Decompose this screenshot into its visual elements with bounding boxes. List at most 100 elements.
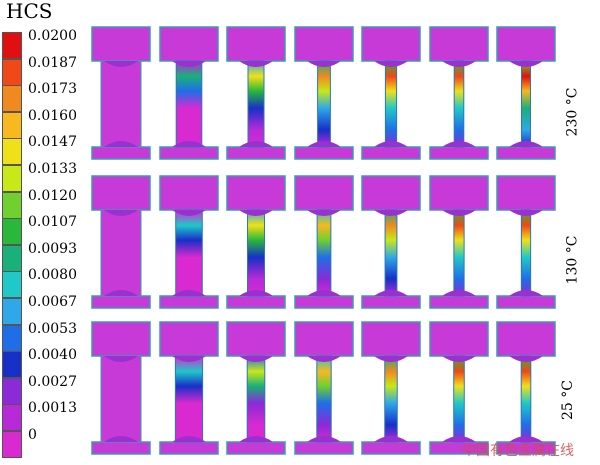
specimen-fillet <box>442 210 476 216</box>
specimen-gauge <box>100 355 142 443</box>
specimen-foot <box>361 295 421 309</box>
legend-tick-label: 0.0133 <box>28 161 77 177</box>
legend-tick-label: 0 <box>28 427 37 443</box>
legend-title: HCS <box>6 0 53 23</box>
specimen <box>294 175 354 309</box>
specimen-fillet <box>104 356 138 362</box>
specimen-fillet <box>374 290 408 296</box>
specimen-foot <box>159 146 219 160</box>
specimen-fillet <box>509 356 543 362</box>
specimen-head <box>496 321 556 357</box>
legend-tick-label: 0.0173 <box>28 81 77 98</box>
specimen-foot <box>429 146 489 160</box>
legend-swatch <box>2 324 22 352</box>
specimen-fillet <box>442 356 476 362</box>
specimen-fillet <box>172 290 206 296</box>
legend-tick-label: 0.0080 <box>28 267 77 284</box>
specimen-gauge <box>453 209 465 297</box>
specimen <box>226 321 286 455</box>
specimen-fillet <box>172 141 206 147</box>
legend-tick-label: 0.0120 <box>28 187 77 204</box>
specimen <box>361 175 421 309</box>
specimen-fillet <box>374 61 408 67</box>
legend-swatch <box>2 58 22 86</box>
legend-swatch <box>2 271 22 299</box>
specimen <box>429 26 489 160</box>
specimen-gauge <box>453 60 465 148</box>
specimen-head <box>496 26 556 62</box>
specimen-fillet <box>442 290 476 296</box>
specimen <box>429 321 489 455</box>
legend-swatch <box>2 85 22 113</box>
legend-tick-label: 0.0013 <box>28 400 77 417</box>
specimen-fillet <box>509 210 543 216</box>
specimen-foot <box>294 146 354 160</box>
specimen-gauge <box>246 355 266 443</box>
specimen-fillet <box>239 61 273 67</box>
specimen <box>226 175 286 309</box>
specimen-fillet <box>374 436 408 442</box>
legend-swatch <box>2 404 22 432</box>
specimen-fillet <box>104 290 138 296</box>
legend-swatch <box>2 218 22 246</box>
specimen-fillet <box>307 436 341 442</box>
specimen-head <box>361 26 421 62</box>
specimen-foot <box>91 441 151 455</box>
specimen-fillet <box>374 141 408 147</box>
specimen-foot <box>226 295 286 309</box>
legend-tick-label: 0.0053 <box>28 320 77 337</box>
specimen-foot <box>226 146 286 160</box>
watermark-text: 中国有色金属在线 <box>462 443 574 459</box>
specimen-gauge <box>316 209 332 297</box>
specimen <box>159 175 219 309</box>
specimen <box>159 26 219 160</box>
specimen-foot <box>429 295 489 309</box>
specimen-fillet <box>509 436 543 442</box>
specimen-fillet <box>172 356 206 362</box>
specimen-foot <box>361 146 421 160</box>
specimen-head <box>294 26 354 62</box>
specimen-gauge <box>175 60 203 148</box>
specimen-foot <box>496 146 556 160</box>
specimen-fillet <box>307 61 341 67</box>
specimen-fillet <box>172 436 206 442</box>
legend-tick-label: 0.0107 <box>28 214 77 231</box>
specimen-fillet <box>239 290 273 296</box>
specimen-head <box>496 175 556 211</box>
specimen-foot <box>159 441 219 455</box>
specimen-foot <box>91 146 151 160</box>
specimen-fillet <box>239 210 273 216</box>
specimen-fillet <box>442 436 476 442</box>
specimen-head <box>159 26 219 62</box>
legend-tick-label: 0.0093 <box>28 240 77 257</box>
specimen <box>496 321 556 455</box>
specimen-fillet <box>509 141 543 147</box>
specimen-foot <box>294 441 354 455</box>
specimen-fillet <box>307 290 341 296</box>
specimen-gauge <box>453 355 465 443</box>
specimen <box>294 26 354 160</box>
specimen-gauge <box>247 60 265 148</box>
specimen-fillet <box>442 61 476 67</box>
specimen-foot <box>496 295 556 309</box>
specimen-head <box>226 321 286 357</box>
specimen-gauge <box>520 355 532 443</box>
specimen-fillet <box>307 141 341 147</box>
legend-tick-label: 0.0027 <box>28 373 77 390</box>
legend-swatch <box>2 351 22 379</box>
specimen-head <box>294 175 354 211</box>
specimen-fillet <box>374 210 408 216</box>
specimen-head <box>226 175 286 211</box>
legend-swatch <box>2 244 22 272</box>
specimen-fillet <box>374 356 408 362</box>
specimen-head <box>159 321 219 357</box>
specimen-fillet <box>239 356 273 362</box>
specimen <box>91 175 151 309</box>
legend-tick-label: 0.0160 <box>28 107 77 124</box>
specimen-head <box>429 26 489 62</box>
specimen-gauge <box>316 355 332 443</box>
specimen-fillet <box>104 210 138 216</box>
row-temperature-label: 230 °C <box>564 87 581 137</box>
specimen-head <box>429 321 489 357</box>
specimen-head <box>429 175 489 211</box>
